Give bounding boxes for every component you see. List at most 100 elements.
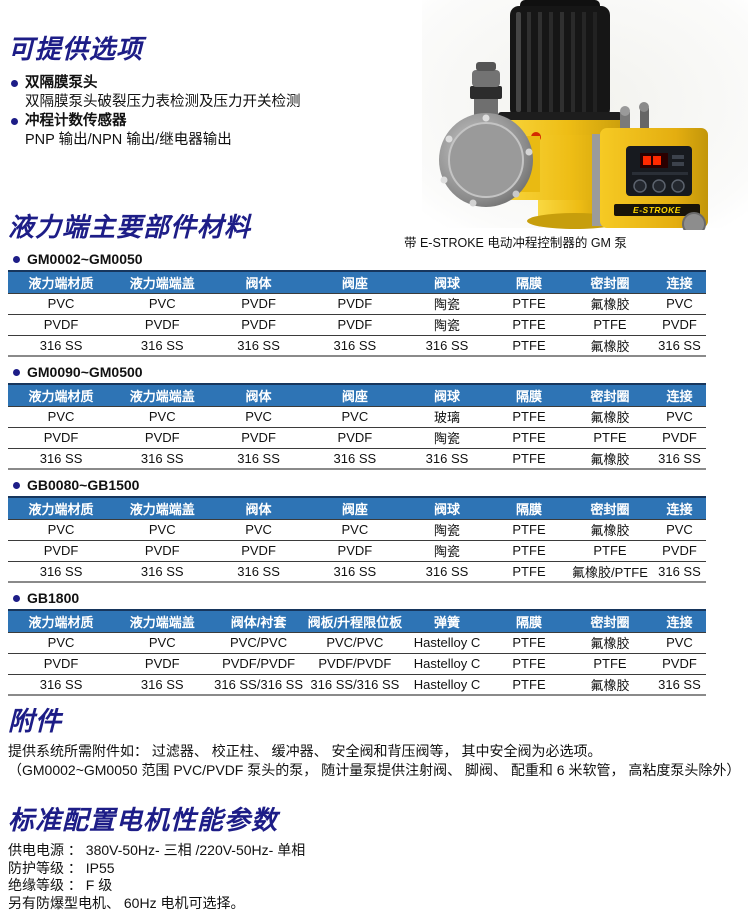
panel-button [671, 179, 685, 193]
motor-spec-line: 另有防爆型电机、 60Hz 电机可选择。 [8, 894, 245, 911]
column-header: 液力端材质 [8, 270, 115, 293]
option-item: 双隔膜泵头 双隔膜泵头破裂压力表检测及压力开关检测 [8, 74, 750, 112]
column-header: 阀球 [403, 496, 491, 519]
table-row: PVC PVC PVC PVC 陶瓷 PTFE 氟橡胶 PVC [8, 518, 706, 540]
table-cell: PVDF [652, 313, 706, 335]
table-cell: 氟橡胶/PTFE [567, 560, 653, 583]
column-header: 液力端端盖 [114, 609, 211, 632]
table-cell: 氟橡胶 [567, 518, 653, 540]
table-cell: PVDF [306, 426, 404, 448]
table-cell: PTFE [490, 560, 568, 583]
table-cell: PTFE [490, 631, 568, 653]
table-cell: 氟橡胶 [567, 447, 653, 470]
table-row: 316 SS 316 SS 316 SS/316 SS 316 SS/316 SS Ha… [8, 673, 706, 696]
table-header-row: 液力端材质 液力端端盖 阀体/衬套 阀板/升程限位板 弹簧 隔膜 密封圈 连接 [8, 609, 706, 632]
table-cell: 陶瓷 [403, 518, 491, 540]
table-cell: 316 SS [403, 447, 491, 470]
motor-spec-lines: 供电电源 ： 380V-50Hz- 三相 /220V-50Hz- 单相 防护等级… [8, 842, 750, 912]
motor-black [498, 0, 622, 124]
table-row: PVDF PVDF PVDF PVDF 陶瓷 PTFE PTFE PVDF [8, 539, 706, 561]
options-section-title: 可提供选项 [8, 34, 144, 64]
table-cell: PTFE [490, 405, 568, 427]
table-cell: PTFE [490, 426, 568, 448]
table-cell: PVDF [652, 426, 706, 448]
table-cell: PVDF [8, 652, 115, 674]
accessories-section-title: 附件 [8, 706, 63, 736]
column-header: 液力端端盖 [114, 270, 211, 293]
column-header: 密封圈 [567, 609, 653, 632]
table-cell: 316 SS [403, 560, 491, 583]
accessories-section: 附件 提供系统所需附件如： 过滤器、 校正柱、 缓冲器、 安全阀和背压阀等， 其… [8, 706, 750, 779]
motor-section-title: 标准配置电机性能参数 [8, 805, 279, 835]
table-cell: PVDF [210, 539, 307, 561]
table-cell: PTFE [490, 292, 568, 314]
cable-gland [682, 212, 706, 230]
table-cell: PVDF [652, 652, 706, 674]
table-header-row: 液力端材质 液力端端盖 阀体 阀座 阀球 隔膜 密封圈 连接 [8, 270, 706, 293]
table-cell: Hastelloy C [403, 673, 491, 696]
model-name: GM0090~GM0500 [27, 364, 143, 380]
column-header: 阀球 [403, 270, 491, 293]
table-cell: Hastelloy C [403, 631, 491, 653]
model-label: GM0090~GM0500 [10, 363, 750, 381]
table-cell: 316 SS [306, 560, 404, 583]
table-cell: 陶瓷 [403, 539, 491, 561]
accessories-line: 提供系统所需附件如： 过滤器、 校正柱、 缓冲器、 安全阀和背压阀等， 其中安全… [8, 743, 602, 759]
table-cell: PVC [114, 631, 211, 653]
materials-section: 液力端主要部件材料 GM0002~GM0050 液力端材质 液力端端盖 阀体 阀座 阀球… [8, 212, 750, 696]
model-name: GB1800 [27, 590, 80, 606]
table-cell: PVDF [114, 426, 211, 448]
table-cell: PTFE [490, 313, 568, 335]
pump-illustration: E-STROKE [422, 0, 748, 230]
table-cell: PVC [8, 518, 115, 540]
column-header: 液力端材质 [8, 383, 115, 406]
table-cell: PTFE [567, 313, 653, 335]
column-header: 连接 [652, 383, 706, 406]
table-cell: PTFE [490, 447, 568, 470]
table-cell: PVC [114, 405, 211, 427]
table-cell: 316 SS [8, 673, 115, 696]
column-header: 密封圈 [567, 383, 653, 406]
table-cell: PVDF [114, 652, 211, 674]
table-cell: 陶瓷 [403, 292, 491, 314]
materials-section-title: 液力端主要部件材料 [8, 212, 252, 242]
model-name: GM0002~GM0050 [27, 251, 143, 267]
table-cell: PVDF [114, 539, 211, 561]
table-cell: PTFE [490, 673, 568, 696]
table-cell: PVC [652, 631, 706, 653]
options-section: 可提供选项 双隔膜泵头 双隔膜泵头破裂压力表检测及压力开关检测 冲程计数传感器 … [8, 34, 750, 150]
motor-spec-line: 供电电源 ： 380V-50Hz- 三相 /220V-50Hz- 单相 [8, 842, 306, 858]
table-cell: PVC [210, 518, 307, 540]
table-row: PVC PVC PVC/PVC PVC/PVC Hastelloy C PTFE 氟橡胶 PV… [8, 631, 706, 653]
table-cell: PVC [8, 292, 115, 314]
options-list: 双隔膜泵头 双隔膜泵头破裂压力表检测及压力开关检测 冲程计数传感器 PNP 输出… [8, 74, 750, 150]
option-item: 冲程计数传感器 PNP 输出/NPN 输出/继电器输出 [8, 112, 750, 150]
option-desc: 双隔膜泵头破裂压力表检测及压力开关检测 [25, 94, 301, 110]
table-cell: PVDF/PVDF [210, 652, 307, 674]
column-header: 阀板/升程限位板 [306, 609, 404, 632]
table-cell: PTFE [567, 426, 653, 448]
table-cell: PVC [652, 292, 706, 314]
pump-photo-figure: E-STROKE 带 E-STROKE 电动冲程控制器的 GM 泵 [388, 0, 750, 250]
table-cell: PTFE [490, 652, 568, 674]
table-cell: 氟橡胶 [567, 631, 653, 653]
column-header: 液力端材质 [8, 609, 115, 632]
table-cell: 316 SS [210, 334, 307, 357]
column-header: 隔膜 [490, 270, 568, 293]
table-cell: Hastelloy C [403, 652, 491, 674]
table-row: PVDF PVDF PVDF/PVDF PVDF/PVDF Hastelloy C PTF… [8, 652, 706, 674]
column-header: 连接 [652, 609, 706, 632]
materials-table-gm0002: 液力端材质 液力端端盖 阀体 阀座 阀球 隔膜 密封圈 连接 PVC PVC PVDF PVDF 陶瓷 P… [8, 270, 706, 357]
column-header: 连接 [652, 270, 706, 293]
table-cell: PTFE [567, 539, 653, 561]
table-row: PVC PVC PVC PVC 玻璃 PTFE 氟橡胶 PVC [8, 405, 706, 427]
column-header: 阀体/衬套 [210, 609, 307, 632]
column-header: 阀体 [210, 496, 307, 519]
table-row: PVDF PVDF PVDF PVDF 陶瓷 PTFE PTFE PVDF [8, 426, 706, 448]
table-header-row: 液力端材质 液力端端盖 阀体 阀座 阀球 隔膜 密封圈 连接 [8, 383, 706, 406]
suction-valve-stack [470, 62, 502, 118]
column-header: 阀体 [210, 383, 307, 406]
column-header: 液力端端盖 [114, 383, 211, 406]
table-cell: 316 SS [652, 447, 706, 470]
